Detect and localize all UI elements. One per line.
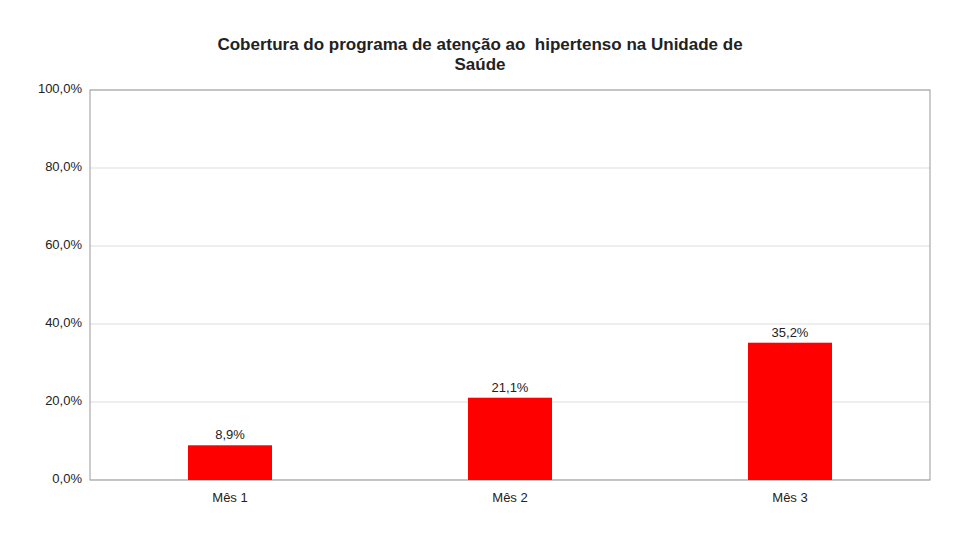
bar (748, 343, 832, 480)
x-tick-label: Mês 2 (492, 490, 527, 505)
grid-line (90, 246, 930, 247)
data-label: 21,1% (492, 380, 529, 395)
y-tick-label: 40,0% (45, 315, 82, 330)
x-tick-label: Mês 1 (212, 490, 247, 505)
plot-frame (90, 90, 930, 480)
title-line: Saúde (454, 55, 505, 74)
grid (90, 90, 930, 480)
y-tick-label: 20,0% (45, 393, 82, 408)
data-labels: 8,9% 21,1% 35,2% (215, 325, 809, 443)
y-tick-label: 0,0% (52, 471, 82, 486)
bar (188, 445, 272, 480)
bars (188, 343, 832, 480)
grid-line (90, 168, 930, 169)
y-tick-label: 100,0% (38, 81, 83, 96)
bar (468, 398, 552, 480)
data-label: 8,9% (215, 427, 245, 442)
y-tick-label: 80,0% (45, 159, 82, 174)
chart: Cobertura do programa de atenção ao hipe… (0, 0, 960, 540)
title: Cobertura do programa de atenção ao hipe… (217, 35, 742, 74)
y-tick-label: 60,0% (45, 237, 82, 252)
title-line: Cobertura do programa de atenção ao hipe… (217, 35, 742, 54)
x-tick-label: Mês 3 (772, 490, 807, 505)
data-label: 35,2% (772, 325, 809, 340)
